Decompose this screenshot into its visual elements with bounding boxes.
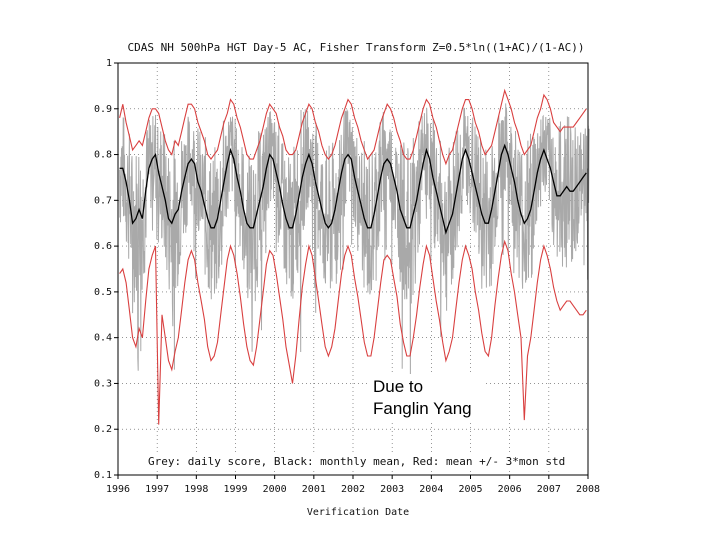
y-tick-label: 0.1 — [94, 470, 112, 481]
daily-score-series — [119, 103, 590, 380]
daily-score-line — [119, 103, 590, 380]
upper-band-line — [119, 88, 587, 166]
x-tick-label: 2004 — [419, 484, 443, 495]
annotation-line-1: Due to — [373, 377, 423, 396]
y-tick-label: 1 — [106, 58, 112, 69]
annotation-line-2: Fanglin Yang — [373, 399, 472, 418]
y-tick-label: 0.2 — [94, 424, 112, 435]
x-tick-label: 2006 — [498, 484, 522, 495]
legend-text: Grey: daily score, Black: monthly mean, … — [148, 455, 565, 468]
x-tick-label: 2003 — [380, 484, 404, 495]
x-tick-label: 1997 — [145, 484, 169, 495]
y-tick-label: 0.7 — [94, 195, 112, 206]
y-tick-label: 0.9 — [94, 104, 112, 115]
x-tick-label: 1998 — [184, 484, 208, 495]
x-tick-label: 2008 — [576, 484, 600, 495]
legend-background — [140, 453, 560, 469]
monthly-mean-line — [119, 143, 587, 235]
x-tick-label: 2000 — [263, 484, 287, 495]
chart-title-text: CDAS NH 500hPa HGT Day-5 AC, Fisher Tran… — [128, 41, 585, 54]
chart-title: CDAS NH 500hPa HGT Day-5 AC, Fisher Tran… — [128, 41, 585, 54]
y-tick-label: 0.3 — [94, 378, 112, 389]
x-tick-label: 2007 — [537, 484, 561, 495]
x-tick-label: 2002 — [341, 484, 365, 495]
y-tick-label: 0.4 — [94, 333, 112, 344]
x-tick-label: 2001 — [302, 484, 326, 495]
x-axis: 1996 1997 1998 1999 2000 2001 2002 2003 2004 2005… — [106, 475, 600, 495]
monthly-mean-series — [119, 143, 587, 235]
y-axis: 0.1 0.2 0.3 0.4 0.5 0.6 0.7 0.8 0.9 1 — [94, 58, 118, 481]
lower-band-line — [119, 239, 587, 425]
annotation-background — [368, 374, 484, 420]
x-tick-label: 2005 — [458, 484, 482, 495]
mean-std-band-series — [119, 88, 587, 425]
y-tick-label: 0.5 — [94, 287, 112, 298]
x-tick-label: 1996 — [106, 484, 130, 495]
y-tick-label: 0.8 — [94, 150, 112, 161]
y-tick-label: 0.6 — [94, 241, 112, 252]
x-axis-label: Verification Date — [307, 507, 409, 518]
x-tick-label: 1999 — [223, 484, 247, 495]
